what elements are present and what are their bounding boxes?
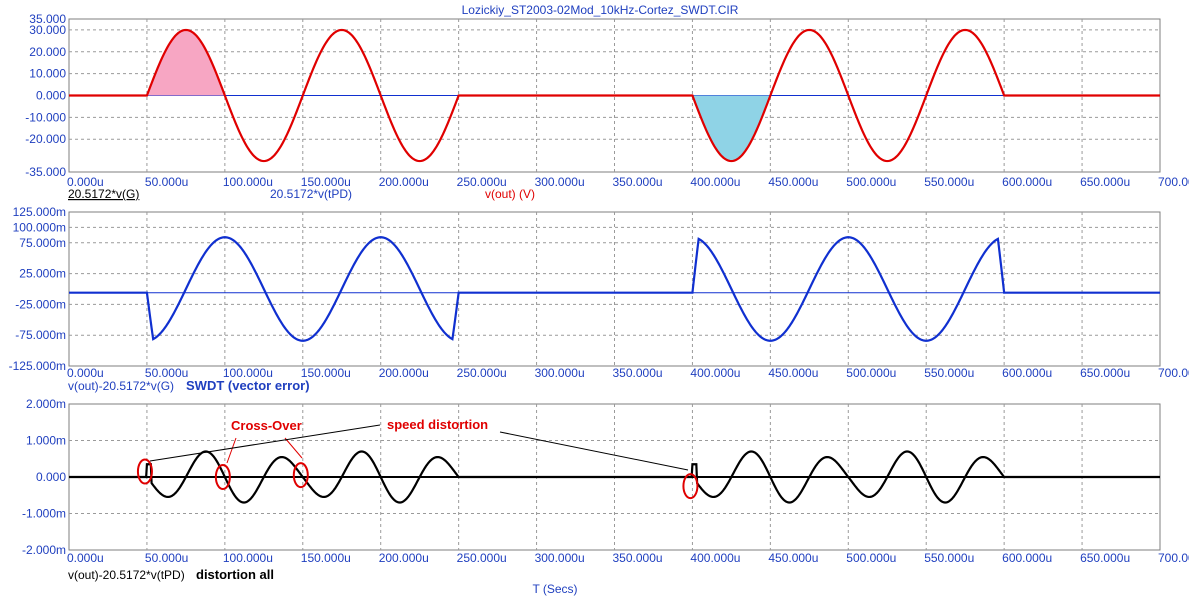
x-tick-label: 50.000u [145, 175, 188, 189]
leader-speed-400 [499, 431, 689, 471]
y-tick-label: 2.000m [26, 397, 66, 411]
x-tick-label: 350.000u [613, 551, 663, 565]
x-tick-label: 50.000u [145, 551, 188, 565]
x-tick-label: 550.000u [924, 175, 974, 189]
x-tick-label: 700.000u [1158, 366, 1189, 380]
marker-ellipse-100 [214, 464, 231, 490]
panel-top: 0.000u 50.000u 100.000u 150.000u 200.000u 250… [25, 12, 1189, 189]
x-tick-label: 350.000u [613, 175, 663, 189]
x-tick-label: 500.000u [846, 175, 896, 189]
series-vector-error [69, 236, 1160, 342]
x-tick-label: 450.000u [768, 175, 818, 189]
y-tick-label: -125.000m [9, 359, 66, 373]
legend-label-vout-minus-tpd: v(out)-20.5172*v(tPD) [68, 568, 185, 582]
y-tick-label: 20.000 [29, 45, 66, 59]
y-tick-label: 25.000m [19, 267, 66, 281]
x-tick-label: 0.000u [67, 175, 104, 189]
marker-ellipse-400 [682, 473, 699, 500]
series-distortion [69, 450, 1160, 504]
x-tick-label: 200.000u [379, 551, 429, 565]
x-tick-label: 0.000u [67, 366, 104, 380]
y-tick-label: 1.000m [26, 434, 66, 448]
y-tick-label: -1.000m [22, 507, 66, 521]
leader-cross-over-150 [284, 437, 303, 459]
y-tick-label: 100.000m [13, 220, 66, 234]
x-tick-label: 300.000u [535, 551, 585, 565]
y-tick-label: 10.000 [29, 67, 66, 81]
x-tick-label: 400.000u [690, 551, 740, 565]
marker-ellipse-150 [292, 462, 309, 489]
x-tick-label: 550.000u [924, 366, 974, 380]
x-tick-label: 500.000u [846, 551, 896, 565]
y-tick-label: -25.000m [15, 297, 66, 311]
y-tick-label: -35.000 [25, 165, 66, 179]
y-tick-label: -2.000m [22, 543, 66, 557]
y-tick-label: 0.000 [36, 89, 66, 103]
x-tick-label: 150.000u [301, 551, 351, 565]
shaded-region-pink [146, 29, 225, 96]
x-tick-label: 250.000u [457, 175, 507, 189]
x-tick-label: 200.000u [379, 366, 429, 380]
plot-frame [68, 211, 1161, 367]
x-tick-label: 0.000u [67, 551, 104, 565]
y-tick-label: 75.000m [19, 236, 66, 250]
legend-label-vout-minus-g: v(out)-20.5172*v(G) [68, 379, 174, 393]
x-tick-label: 300.000u [535, 366, 585, 380]
x-tick-label: 600.000u [1002, 175, 1052, 189]
annotation-speed-distortion: speed distortion [387, 417, 488, 432]
legend-label-g: 20.5172*v(G) [68, 187, 139, 201]
x-tick-label: 650.000u [1080, 366, 1130, 380]
y-tick-label: -10.000 [25, 110, 66, 124]
y-tick-label: 0.000 [36, 470, 66, 484]
x-tick-label: 350.000u [613, 366, 663, 380]
x-tick-label: 450.000u [768, 551, 818, 565]
y-tick-label: -75.000m [15, 328, 66, 342]
shaded-region-cyan [692, 95, 771, 162]
x-tick-label: 300.000u [535, 175, 585, 189]
y-tick-label: 125.000m [13, 205, 66, 219]
x-tick-label: 250.000u [457, 551, 507, 565]
x-tick-label: 550.000u [924, 551, 974, 565]
y-tick-label: 35.000 [29, 12, 66, 26]
x-tick-label: 400.000u [690, 175, 740, 189]
panel-bottom: 0.000u 50.000u 100.000u 150.000u 200.000u 250… [22, 397, 1189, 565]
x-tick-label: 500.000u [846, 366, 896, 380]
x-tick-label: 650.000u [1080, 551, 1130, 565]
legend-label-distortion: distortion all [196, 567, 274, 582]
panel-middle: 0.000u 50.000u 100.000u 150.000u 200.000u 250… [9, 205, 1189, 380]
legend-label-vout: v(out) (V) [485, 187, 535, 201]
legend-label-tpd: 20.5172*v(tPD) [270, 187, 352, 201]
legend-label-swdt: SWDT (vector error) [186, 378, 310, 393]
x-tick-label: 200.000u [379, 175, 429, 189]
y-tick-label: -20.000 [25, 132, 66, 146]
x-tick-label: 600.000u [1002, 551, 1052, 565]
x-tick-label: 600.000u [1002, 366, 1052, 380]
leader-speed-50 [149, 424, 381, 462]
x-axis-label: T (Secs) [532, 582, 577, 596]
y-tick-label: 30.000 [29, 23, 66, 37]
x-tick-label: 450.000u [768, 366, 818, 380]
x-tick-label: 700.000u [1158, 551, 1189, 565]
annotation-cross-over: Cross-Over [231, 418, 302, 433]
x-tick-label: 100.000u [223, 366, 273, 380]
x-tick-label: 700.000u [1158, 175, 1189, 189]
x-tick-label: 650.000u [1080, 175, 1130, 189]
x-tick-label: 250.000u [457, 366, 507, 380]
x-tick-label: 400.000u [690, 366, 740, 380]
x-tick-label: 150.000u [301, 366, 351, 380]
chart-title: Lozickiy_ST2003-02Mod_10kHz-Cortez_SWDT.… [462, 3, 739, 17]
leader-cross-over-100 [226, 437, 237, 464]
x-tick-label: 100.000u [223, 551, 273, 565]
marker-ellipse-50 [136, 458, 153, 485]
x-tick-label: 50.000u [145, 366, 188, 380]
x-tick-label: 100.000u [223, 175, 273, 189]
x-tick-label: 150.000u [301, 175, 351, 189]
series-vout [69, 28, 1160, 163]
